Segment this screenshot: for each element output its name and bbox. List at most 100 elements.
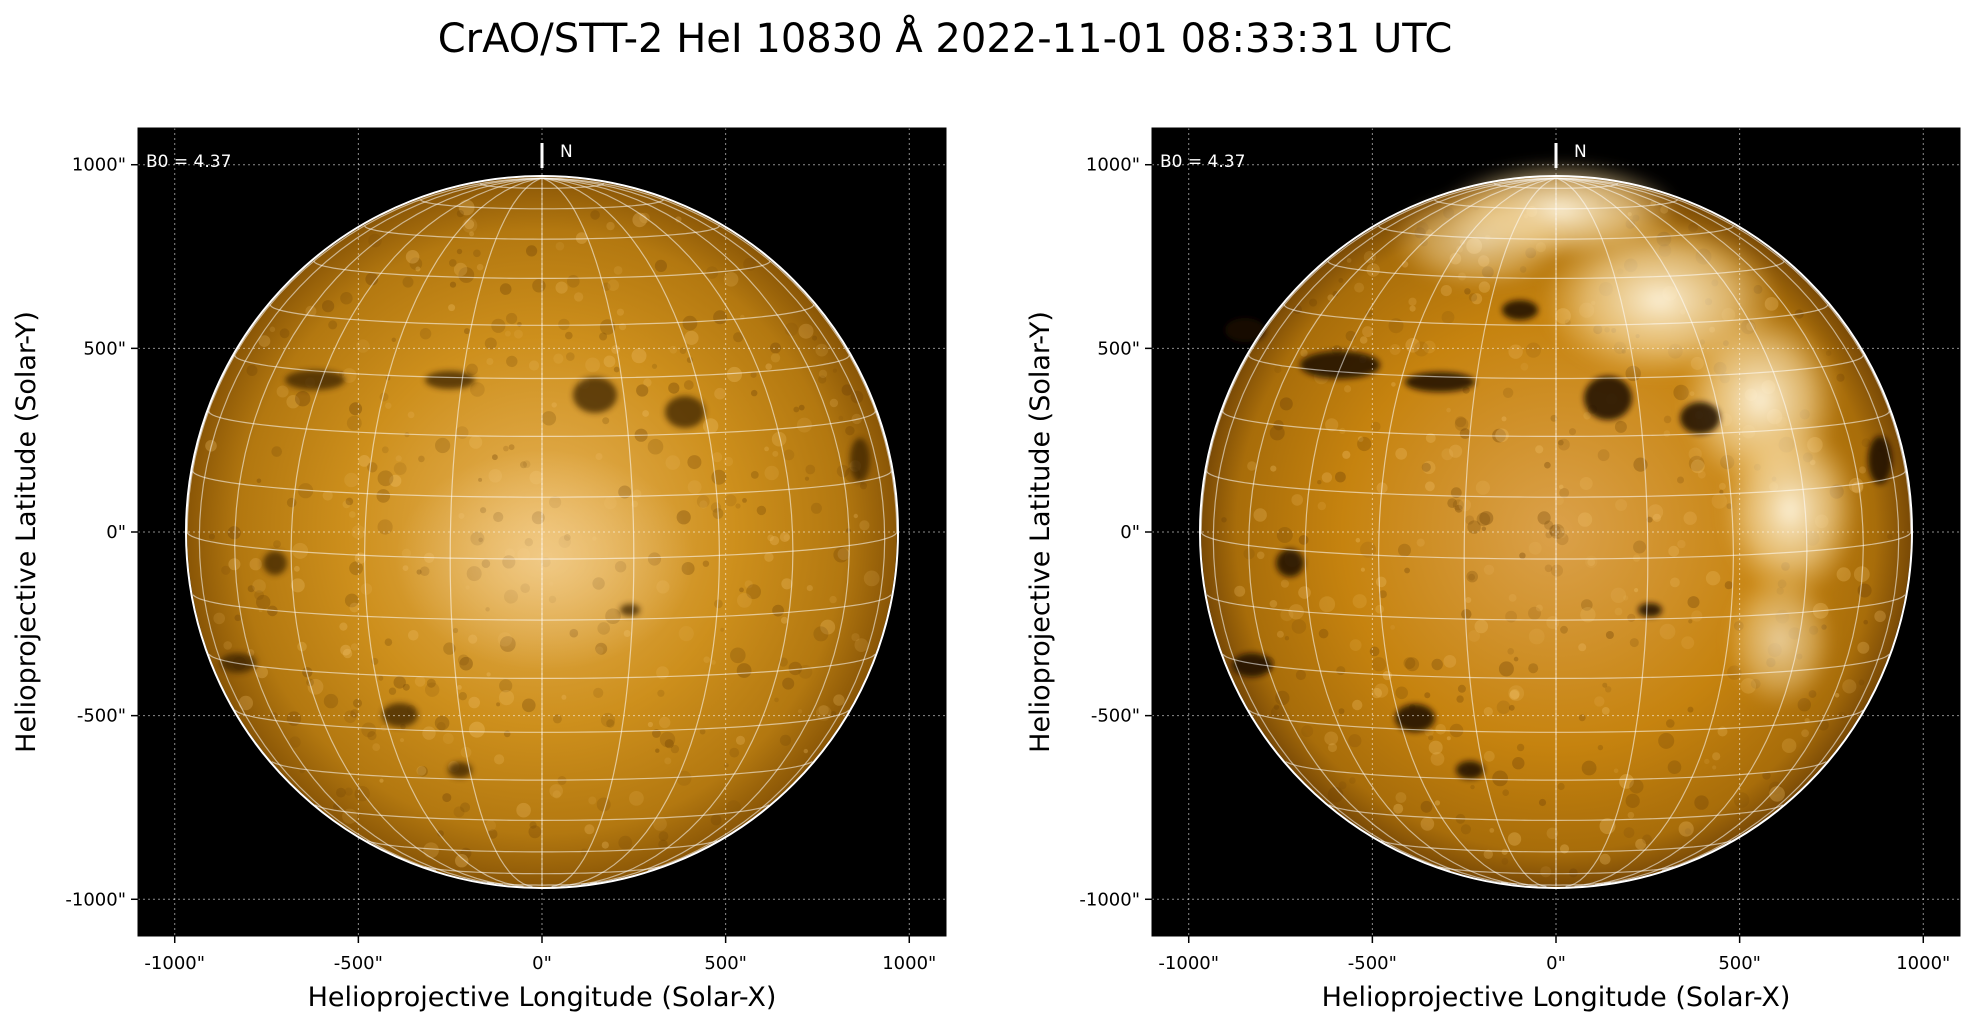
texture-mottle	[1483, 707, 1493, 717]
texture-mottle	[1684, 828, 1691, 835]
texture-mottle	[788, 661, 802, 676]
texture-mottle	[1454, 417, 1469, 432]
texture-mottle	[1405, 338, 1420, 353]
texture-mottle	[561, 694, 567, 700]
texture-mottle	[349, 602, 360, 613]
texture-mottle	[659, 731, 676, 748]
texture-mottle	[774, 697, 779, 703]
x-axis-label: Helioprojective Longitude (Solar-X)	[1322, 982, 1791, 1013]
texture-mottle	[833, 547, 849, 563]
texture-mottle	[1546, 827, 1559, 839]
texture-mottle	[1762, 771, 1771, 780]
texture-mottle	[781, 578, 793, 590]
parallel-line	[1501, 881, 1611, 886]
texture-mottle	[1355, 537, 1361, 543]
texture-mottle	[1602, 682, 1608, 688]
texture-mottle	[336, 787, 346, 798]
texture-mottle	[1492, 770, 1508, 787]
texture-mottle	[602, 417, 610, 425]
texture-mottle	[468, 721, 485, 738]
texture-mottle	[670, 744, 680, 754]
texture-mottle	[593, 687, 604, 699]
texture-mottle	[711, 660, 716, 665]
texture-mottle	[675, 216, 682, 223]
texture-mottle	[1681, 636, 1695, 650]
texture-mottle	[1474, 619, 1489, 634]
texture-mottle	[517, 322, 522, 327]
texture-mottle	[1489, 828, 1495, 833]
texture-mottle	[353, 698, 362, 708]
texture-mottle	[1502, 789, 1509, 796]
parallel-line	[1283, 304, 1829, 326]
texture-mottle	[632, 212, 647, 228]
texture-mottle	[1627, 613, 1636, 623]
texture-mottle	[1371, 657, 1387, 672]
texture-mottle	[376, 489, 391, 503]
texture-mottle	[1629, 638, 1639, 648]
texture-mottle	[1422, 460, 1436, 475]
texture-mottle	[1279, 397, 1293, 411]
texture-mottle	[676, 770, 692, 786]
meridian-line	[1555, 177, 1864, 885]
texture-mottle	[798, 323, 814, 339]
texture-mottle	[1712, 752, 1721, 761]
texture-mottle	[1619, 774, 1634, 789]
texture-mottle	[1568, 868, 1578, 878]
texture-mottle	[252, 579, 266, 593]
texture-mottle	[756, 505, 767, 516]
texture-mottle	[1467, 520, 1481, 534]
texture-mottle	[1465, 597, 1472, 603]
texture-mottle	[780, 616, 788, 624]
texture-mottle	[1587, 558, 1596, 566]
texture-mottle	[1483, 750, 1495, 762]
texture-mottle	[255, 666, 268, 679]
texture-mottle	[381, 446, 389, 454]
y-tick-label: 500"	[83, 338, 126, 359]
parallel-line	[1206, 594, 1906, 621]
texture-mottle	[238, 695, 253, 711]
texture-mottle	[558, 318, 570, 331]
texture-mottle	[607, 279, 619, 292]
texture-mottle	[1558, 438, 1570, 451]
texture-mottle	[770, 342, 781, 354]
bright-center-region	[395, 450, 695, 670]
texture-mottle	[395, 455, 402, 462]
texture-mottle	[1836, 373, 1845, 382]
texture-mottle	[1528, 606, 1541, 620]
texture-mottle	[769, 535, 780, 546]
texture-mottle	[771, 431, 787, 447]
texture-mottle	[466, 363, 478, 376]
texture-mottle	[1496, 700, 1511, 715]
texture-mottle	[448, 304, 456, 312]
texture-mottle	[459, 656, 473, 671]
texture-mottle	[687, 455, 702, 470]
texture-mottle	[1578, 643, 1587, 652]
texture-mottle	[380, 724, 388, 732]
texture-mottle	[853, 513, 858, 519]
texture-mottle	[1366, 263, 1380, 277]
texture-mottle	[1558, 484, 1564, 490]
x-tick-label: 0"	[1546, 953, 1566, 974]
y-tick-label: -1000"	[1079, 889, 1140, 910]
texture-mottle	[256, 478, 262, 484]
texture-mottle	[1615, 499, 1628, 511]
texture-mottle	[246, 365, 258, 376]
texture-mottle	[1348, 734, 1362, 748]
texture-mottle	[1585, 555, 1598, 568]
texture-mottle	[714, 387, 726, 400]
texture-mottle	[1391, 382, 1396, 387]
texture-mottle	[1375, 576, 1387, 588]
y-tick-label: -500"	[1091, 706, 1140, 727]
texture-mottle	[1288, 604, 1304, 620]
texture-mottle	[1507, 648, 1514, 655]
meridian-line	[541, 177, 898, 533]
parallel-line	[1380, 839, 1732, 853]
texture-mottle	[837, 548, 850, 561]
texture-mottle	[841, 384, 853, 396]
texture-mottle	[1634, 588, 1639, 593]
texture-mottle	[1509, 689, 1520, 699]
texture-mottle	[1317, 501, 1327, 511]
figure-title: CrAO/STT-2 HeI 10830 Å 2022-11-01 08:33:…	[438, 14, 1453, 62]
texture-mottle	[832, 368, 838, 373]
